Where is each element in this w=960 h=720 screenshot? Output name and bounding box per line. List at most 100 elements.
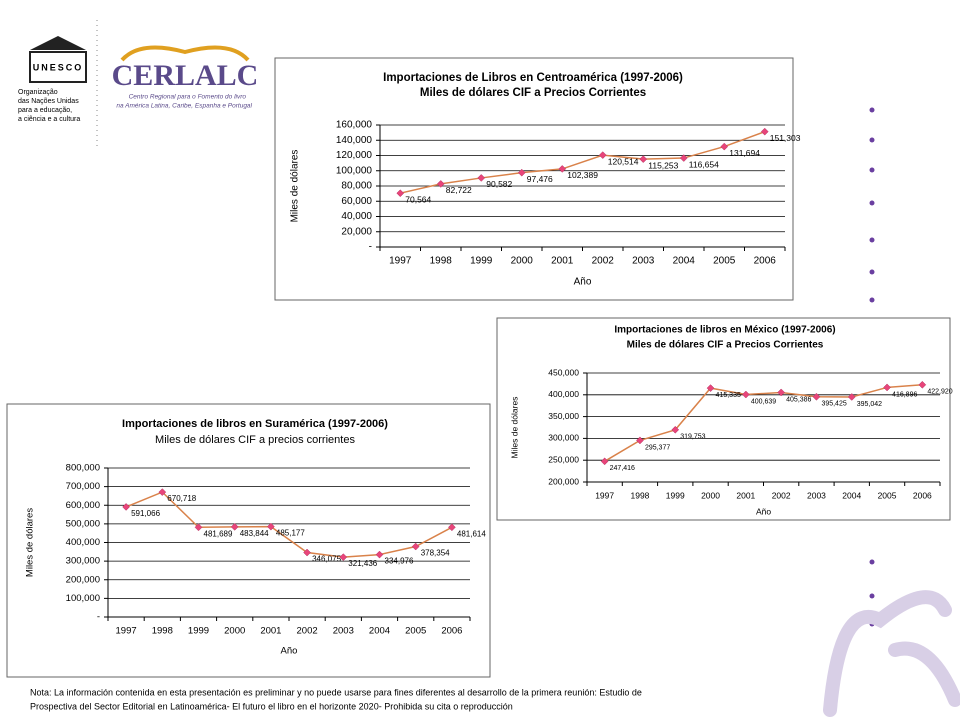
data-marker (558, 165, 567, 173)
chart-subtitle: Miles de dólares CIF a Precios Corriente… (420, 87, 646, 99)
x-axis-label: Año (756, 506, 771, 516)
data-marker (122, 503, 130, 511)
y-tick-label: 300,000 (66, 556, 100, 567)
y-tick-label: 100,000 (66, 593, 100, 604)
charts: Importaciones de Libros en Centroamérica… (6, 57, 953, 678)
x-axis-label: Año (574, 277, 592, 288)
data-marker (760, 127, 769, 136)
x-tick-label: 1999 (470, 256, 493, 267)
data-marker (303, 548, 311, 557)
data-label: 485,177 (276, 529, 305, 538)
x-tick-label: 2005 (405, 626, 426, 637)
data-marker (194, 523, 203, 532)
data-label: 120,514 (608, 156, 639, 166)
data-label: 400,639 (751, 398, 776, 405)
data-marker (671, 425, 680, 434)
data-label: 481,614 (457, 529, 486, 538)
x-axis-label: Año (281, 646, 298, 657)
data-label: 116,654 (689, 159, 719, 169)
x-tick-label: 2000 (511, 256, 534, 267)
y-tick-label: 40,000 (341, 211, 372, 222)
data-marker (517, 168, 526, 177)
x-tick-label: 2006 (913, 490, 932, 500)
logo-book (120, 45, 250, 62)
data-label: 405,386 (786, 396, 811, 403)
data-label: 321,436 (348, 559, 377, 568)
data-marker (598, 151, 607, 159)
x-tick-label: 2001 (260, 626, 281, 637)
cerlalc-text: na América Latina, Caribe, Espanha e Por… (116, 103, 252, 110)
data-label: 295,377 (645, 444, 670, 451)
x-tick-label: 2002 (772, 490, 791, 500)
data-marker (918, 380, 927, 389)
data-label: 346,075 (312, 555, 341, 564)
y-tick-label: 80,000 (341, 181, 372, 192)
x-tick-label: 2003 (333, 626, 354, 637)
x-tick-label: 2002 (592, 256, 615, 267)
data-marker (158, 488, 167, 496)
data-marker (812, 392, 821, 401)
y-axis-label: Miles de dólares (25, 508, 36, 577)
x-tick-label: 1999 (188, 626, 209, 637)
chart-frame (274, 57, 794, 301)
data-marker (230, 523, 239, 531)
data-marker (639, 155, 648, 163)
data-label: 131,694 (729, 148, 760, 158)
x-tick-label: 2006 (441, 626, 462, 637)
y-tick-label: 140,000 (336, 135, 373, 146)
unesco-text: a ciência e a cultura (18, 116, 80, 123)
chart-title: Importaciones de libros en Suramérica (1… (122, 418, 388, 430)
chart-subtitle: Miles de dólares CIF a Precios Corriente… (627, 340, 824, 351)
data-label: 416,896 (892, 391, 917, 398)
y-tick-label: 60,000 (341, 196, 372, 207)
data-marker (396, 189, 405, 198)
data-label: 481,689 (204, 529, 233, 538)
data-marker (477, 174, 486, 182)
bullets (869, 107, 875, 627)
y-tick-label: 450,000 (548, 367, 579, 377)
y-tick-label: 20,000 (341, 226, 372, 237)
x-tick-label: 2000 (701, 490, 720, 500)
y-tick-label: 350,000 (548, 411, 579, 421)
cerlalc-logo: CERLALC Centro Regional para o Fomento d… (112, 45, 258, 110)
y-axis-label: Miles de dólares (290, 150, 301, 223)
data-marker (436, 180, 445, 188)
data-label: 151,303 (770, 133, 801, 143)
unesco-text: das Nações Unidas (18, 98, 79, 105)
logo-temple (29, 51, 87, 83)
x-tick-label: 1998 (630, 490, 649, 500)
unesco-acronym: UNESCO (33, 62, 84, 72)
x-tick-label: 1997 (116, 626, 137, 637)
data-marker (720, 142, 729, 151)
x-tick-label: 2001 (736, 490, 755, 500)
data-label: 415,335 (716, 392, 741, 399)
data-label: 70,564 (405, 194, 431, 204)
y-tick-label: - (369, 242, 372, 253)
x-tick-label: 2004 (842, 490, 861, 500)
chart-subtitle: Miles de dólares CIF a precios corriente… (155, 434, 355, 446)
data-marker (267, 522, 275, 531)
x-tick-label: 2001 (551, 256, 574, 267)
chart-title: Importaciones de Libros en Centroamérica… (383, 72, 683, 84)
x-tick-label: 2005 (713, 256, 736, 267)
data-label: 422,920 (927, 389, 952, 396)
data-label: 670,718 (167, 494, 196, 503)
x-tick-label: 1999 (666, 490, 685, 500)
data-marker (339, 553, 348, 561)
data-label: 102,389 (567, 170, 598, 180)
unesco-text: Organização (18, 89, 58, 96)
x-tick-label: 1998 (152, 626, 173, 637)
chart-frame (496, 317, 951, 521)
data-line (400, 130, 766, 194)
unesco-text: para a educação, (18, 107, 72, 114)
y-tick-label: 100,000 (336, 165, 373, 176)
data-label: 334,976 (385, 557, 414, 566)
data-line (604, 384, 923, 462)
x-tick-label: 2000 (224, 626, 245, 637)
y-tick-label: 200,000 (548, 476, 579, 486)
data-label: 115,253 (648, 160, 678, 170)
y-tick-label: 300,000 (548, 433, 579, 443)
data-marker (448, 523, 456, 532)
x-tick-label: 2002 (297, 626, 318, 637)
